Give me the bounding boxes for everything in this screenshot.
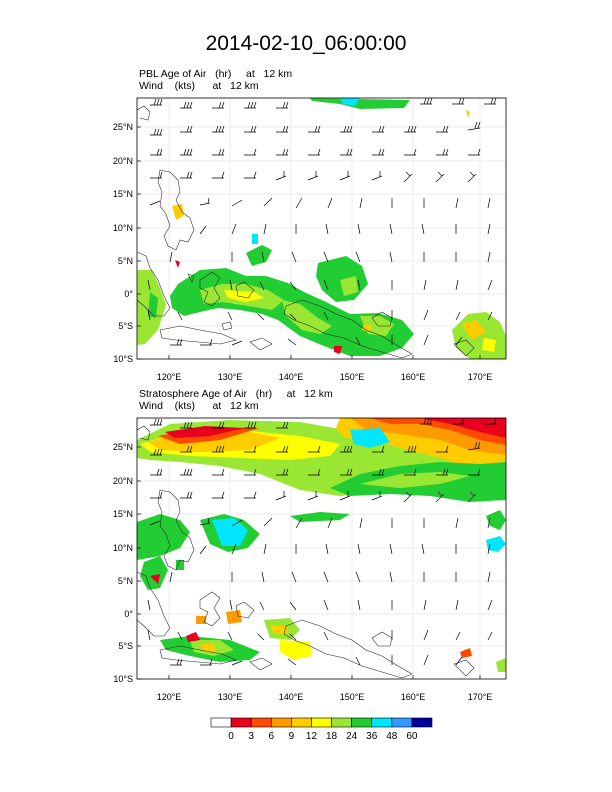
panel1-lon-label: 130°E	[218, 372, 243, 382]
colorbar-swatch	[391, 717, 413, 728]
colorbar: 0 3 6 9 12 18 24 36 48 60	[210, 717, 433, 742]
panel2-frame	[136, 417, 507, 680]
colorbar-label: 36	[366, 731, 378, 742]
panel2-lat-label: 5°S	[118, 641, 133, 651]
panel1-lon-label: 150°E	[340, 372, 365, 382]
colorbar-swatch	[331, 717, 352, 728]
panel2-lon-label: 140°E	[279, 692, 304, 702]
colorbar-swatch	[210, 717, 232, 728]
panel2-lat-label: 10°S	[113, 674, 133, 684]
panel1-title: PBL Age of Air (hr) at 12 km	[139, 68, 293, 80]
panel2-lon-label: 150°E	[340, 692, 365, 702]
colorbar-label: 6	[268, 731, 274, 742]
panel1-lat-label: 10°S	[113, 354, 133, 364]
panel1-lon-labels: 120°E 130°E 140°E 150°E 160°E 170°E	[157, 372, 493, 382]
panel2-lat-label: 5°N	[118, 576, 133, 586]
panel2-lon-label: 120°E	[157, 692, 182, 702]
panel1-lat-labels: 25°N 20°N 15°N 10°N 5°N 0° 5°S 10°S	[113, 122, 134, 364]
colorbar-swatch	[291, 717, 312, 728]
colorbar-swatch	[250, 717, 272, 728]
colorbar-swatch	[230, 717, 252, 728]
panel1-subtitle: Wind (kts) at 12 km	[139, 80, 259, 92]
panel2-lat-label: 25°N	[113, 442, 133, 452]
panel2-lat-label: 0°	[124, 609, 133, 619]
colorbar-swatch	[411, 717, 433, 728]
panel2-lon-label: 160°E	[401, 692, 426, 702]
panel1-wind-barbs	[147, 98, 497, 346]
panel1-lon-label: 140°E	[279, 372, 304, 382]
colorbar-label: 18	[326, 731, 338, 742]
panel2-wind-barbs	[147, 418, 497, 666]
colorbar-label: 3	[248, 731, 254, 742]
panel1-ticks	[137, 126, 481, 360]
colorbar-label: 0	[228, 731, 234, 742]
panel2-lat-labels: 25°N 20°N 15°N 10°N 5°N 0° 5°S 10°S	[113, 442, 134, 684]
panel1-map: 25°N 20°N 15°N 10°N 5°N 0° 5°S 10°S 120°…	[113, 97, 507, 382]
panel1-lat-label: 20°N	[113, 156, 133, 166]
panel1-lat-label: 25°N	[113, 122, 133, 132]
panel1-coastlines	[137, 105, 475, 359]
panel1-lat-label: 15°N	[113, 189, 133, 199]
colorbar-swatch	[371, 717, 393, 728]
panel2-lat-label: 15°N	[113, 509, 133, 519]
panel2-ticks	[137, 446, 481, 680]
colorbar-swatch	[270, 717, 292, 728]
colorbar-label: 24	[346, 731, 358, 742]
colorbar-label: 12	[306, 731, 318, 742]
colorbar-swatch	[351, 717, 373, 728]
panel2-coastlines	[137, 425, 475, 679]
panel2-title: Stratosphere Age of Air (hr) at 12 km	[139, 388, 333, 400]
page-title: 2014-02-10_06:00:00	[205, 32, 407, 55]
panel1-lon-label: 120°E	[157, 372, 182, 382]
colorbar-label: 9	[289, 731, 295, 742]
panel1-shading	[137, 98, 506, 359]
panel2-lon-label: 170°E	[468, 692, 493, 702]
panel2-lat-label: 20°N	[113, 476, 133, 486]
panel1-lat-label: 10°N	[113, 223, 133, 233]
panel1-lon-label: 160°E	[401, 372, 426, 382]
panel1-frame	[136, 97, 507, 360]
panel1-lat-label: 0°	[124, 289, 133, 299]
panel2-map: 25°N 20°N 15°N 10°N 5°N 0° 5°S 10°S 120°…	[113, 417, 507, 702]
panel2-lat-label: 10°N	[113, 543, 133, 553]
panel2-lon-label: 130°E	[218, 692, 243, 702]
panel2-lon-labels: 120°E 130°E 140°E 150°E 160°E 170°E	[157, 692, 493, 702]
panel2-subtitle: Wind (kts) at 12 km	[139, 400, 259, 412]
panel1-lat-label: 5°S	[118, 321, 133, 331]
colorbar-label: 60	[406, 731, 418, 742]
colorbar-swatch	[311, 717, 332, 728]
panel1-lon-label: 170°E	[468, 372, 493, 382]
colorbar-label: 48	[386, 731, 398, 742]
panel1-lat-label: 5°N	[118, 256, 133, 266]
panel2-shading	[137, 418, 506, 672]
